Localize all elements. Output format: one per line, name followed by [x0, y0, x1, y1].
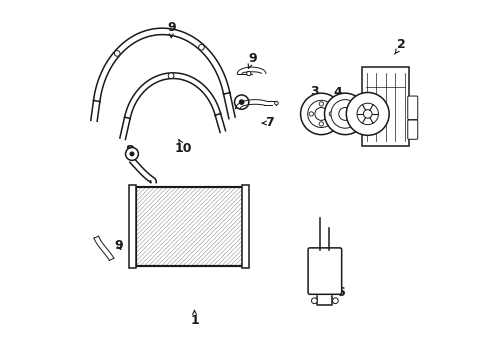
- Circle shape: [328, 112, 333, 116]
- FancyBboxPatch shape: [407, 120, 417, 139]
- Circle shape: [338, 108, 351, 120]
- Circle shape: [168, 73, 174, 78]
- Circle shape: [125, 148, 138, 160]
- Text: 9: 9: [166, 21, 175, 38]
- Text: 6: 6: [332, 286, 344, 299]
- Circle shape: [319, 122, 323, 126]
- Circle shape: [238, 99, 244, 105]
- Bar: [135, 187, 242, 266]
- FancyBboxPatch shape: [407, 96, 417, 120]
- Circle shape: [129, 152, 134, 157]
- Circle shape: [307, 100, 334, 127]
- Circle shape: [314, 108, 327, 120]
- Circle shape: [319, 102, 323, 106]
- Bar: [129, 185, 136, 267]
- Text: 7: 7: [262, 116, 273, 129]
- Bar: [242, 185, 248, 267]
- Text: 8: 8: [125, 144, 134, 157]
- Text: 4: 4: [333, 86, 342, 102]
- FancyBboxPatch shape: [362, 67, 408, 146]
- Circle shape: [308, 112, 313, 116]
- Text: 10: 10: [175, 139, 192, 155]
- Circle shape: [198, 44, 204, 50]
- Circle shape: [234, 95, 248, 109]
- Circle shape: [330, 100, 359, 128]
- FancyBboxPatch shape: [307, 248, 341, 294]
- Circle shape: [363, 110, 371, 118]
- Bar: [135, 187, 242, 266]
- Circle shape: [300, 93, 341, 135]
- Text: 5: 5: [361, 74, 369, 90]
- Text: 3: 3: [309, 85, 318, 101]
- Circle shape: [332, 298, 338, 303]
- Circle shape: [246, 71, 250, 76]
- Circle shape: [346, 93, 388, 135]
- Circle shape: [114, 50, 120, 56]
- Circle shape: [274, 102, 278, 105]
- Text: 2: 2: [394, 39, 405, 54]
- Circle shape: [356, 103, 378, 125]
- Text: 9: 9: [114, 239, 123, 252]
- Text: 9: 9: [247, 52, 256, 68]
- Circle shape: [324, 93, 365, 135]
- Text: 1: 1: [190, 310, 199, 327]
- Circle shape: [311, 298, 317, 303]
